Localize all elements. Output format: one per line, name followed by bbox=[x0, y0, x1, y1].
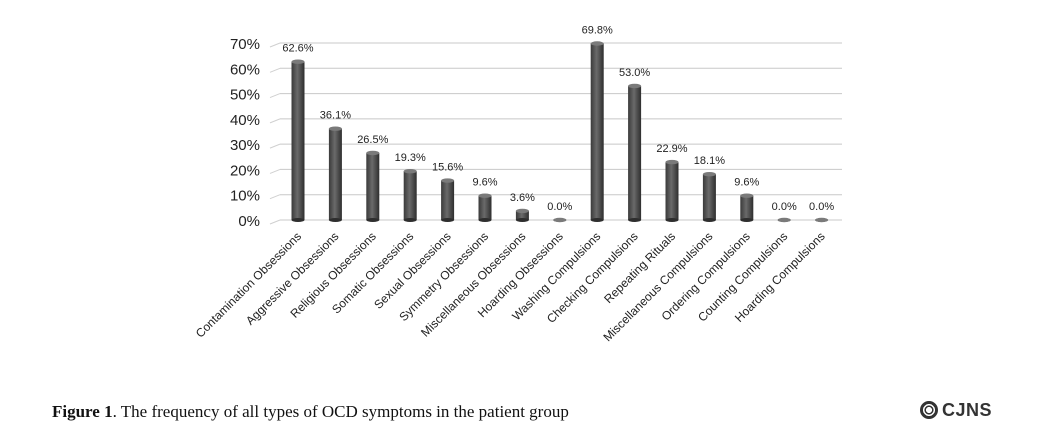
bar-top bbox=[478, 193, 492, 198]
bar-base bbox=[740, 218, 754, 222]
data-label: 19.3% bbox=[395, 152, 426, 164]
y-tick-label: 40% bbox=[230, 112, 260, 129]
bar-top bbox=[366, 150, 380, 156]
y-tick-label: 50% bbox=[230, 87, 260, 104]
data-label: 0.0% bbox=[772, 201, 797, 213]
data-label: 9.6% bbox=[472, 177, 497, 189]
bar bbox=[328, 126, 342, 222]
bar-body bbox=[403, 171, 417, 220]
bar-top bbox=[815, 217, 829, 223]
gridline-depth bbox=[269, 194, 281, 200]
journal-logo: CJNS bbox=[920, 398, 992, 422]
cjns-logo-icon bbox=[920, 401, 938, 419]
y-tick-label: 10% bbox=[230, 188, 260, 205]
bar-base bbox=[665, 218, 679, 222]
figure-caption-label: Figure 1 bbox=[52, 402, 113, 421]
data-label: 62.6% bbox=[282, 43, 313, 55]
bar bbox=[441, 178, 455, 222]
bar-top bbox=[328, 126, 342, 131]
data-label: 26.5% bbox=[357, 134, 388, 146]
bar-base bbox=[291, 218, 305, 222]
data-label: 36.1% bbox=[320, 110, 351, 122]
bar-top bbox=[553, 217, 567, 223]
bar-base bbox=[366, 218, 380, 222]
bar bbox=[740, 193, 754, 222]
bar-body bbox=[740, 195, 754, 220]
gridline-depth bbox=[269, 93, 281, 99]
data-label: 0.0% bbox=[547, 201, 572, 213]
bar-body bbox=[702, 174, 716, 220]
figure-caption: Figure 1. The frequency of all types of … bbox=[52, 402, 569, 422]
y-tick-label: 0% bbox=[238, 213, 260, 230]
bar-body bbox=[665, 162, 679, 220]
bar bbox=[628, 83, 642, 222]
gridline-depth bbox=[269, 67, 281, 73]
bar bbox=[590, 41, 604, 222]
bar-top bbox=[441, 178, 455, 183]
data-label: 3.6% bbox=[510, 192, 535, 204]
bar-body bbox=[478, 195, 492, 220]
bar bbox=[665, 159, 679, 222]
bar-base bbox=[590, 218, 604, 222]
bar-body bbox=[628, 85, 642, 220]
bar bbox=[815, 217, 829, 223]
bar-top bbox=[702, 172, 716, 177]
bar-base bbox=[441, 218, 455, 222]
bar-base bbox=[403, 218, 417, 222]
bar-base bbox=[478, 218, 492, 222]
y-tick-label: 70% bbox=[230, 36, 260, 53]
bar bbox=[403, 168, 417, 222]
bar-chart: 0% 10% 20% 30% 40% 50% 60% 70% 62.6% 36.1% 26.5% 1… bbox=[193, 25, 842, 344]
bar-top bbox=[403, 168, 417, 174]
bar-top bbox=[291, 59, 305, 64]
bar-base bbox=[515, 218, 529, 222]
bar-base bbox=[328, 218, 342, 222]
data-label: 18.1% bbox=[694, 155, 725, 167]
gridline-depth bbox=[269, 143, 281, 149]
bar-top bbox=[590, 41, 604, 46]
bar-top bbox=[740, 193, 754, 198]
bar bbox=[478, 193, 492, 222]
y-tick-label: 20% bbox=[230, 162, 260, 179]
data-label: 0.0% bbox=[809, 201, 834, 213]
figure-caption-text: . The frequency of all types of OCD symp… bbox=[112, 402, 569, 421]
gridline-depth bbox=[269, 42, 281, 48]
bar bbox=[702, 172, 716, 222]
bar-base bbox=[628, 218, 642, 222]
y-tick-label: 60% bbox=[230, 61, 260, 78]
bar-top bbox=[665, 159, 679, 165]
gridline-depth bbox=[269, 219, 281, 225]
bar bbox=[366, 150, 380, 222]
gridline-depth bbox=[269, 168, 281, 174]
bar-body bbox=[328, 128, 342, 220]
bar-base bbox=[702, 218, 716, 222]
bar-top bbox=[628, 83, 642, 89]
data-label: 69.8% bbox=[582, 25, 613, 37]
data-label: 15.6% bbox=[432, 162, 463, 174]
y-tick-label: 30% bbox=[230, 137, 260, 154]
bar-body bbox=[590, 43, 604, 221]
bar bbox=[553, 217, 567, 223]
bar-body bbox=[441, 180, 455, 220]
data-label: 53.0% bbox=[619, 67, 650, 79]
bar-body bbox=[515, 210, 529, 220]
data-label: 9.6% bbox=[734, 177, 759, 189]
bar-top bbox=[515, 208, 529, 214]
bar-top bbox=[777, 217, 791, 223]
bar bbox=[291, 59, 305, 222]
bar-body bbox=[291, 61, 305, 221]
bar bbox=[777, 217, 791, 223]
bar bbox=[515, 208, 529, 222]
gridline-depth bbox=[269, 118, 281, 124]
logo-text: CJNS bbox=[942, 399, 993, 420]
bar-body bbox=[366, 152, 380, 220]
data-label: 22.9% bbox=[656, 143, 687, 155]
